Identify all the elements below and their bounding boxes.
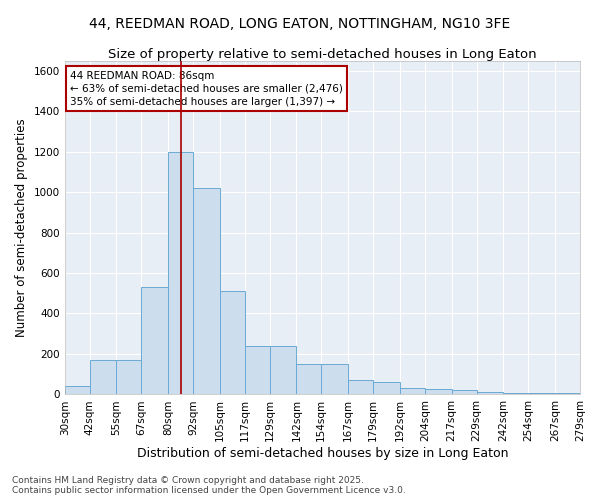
Bar [400,388,425,394]
Bar [141,287,168,395]
Bar [269,346,296,395]
Bar [321,364,348,394]
X-axis label: Distribution of semi-detached houses by size in Long Eaton: Distribution of semi-detached houses by … [137,447,508,460]
Bar [89,360,116,394]
Bar [65,386,89,394]
Bar [296,364,321,394]
Bar [476,392,503,394]
Bar [220,291,245,395]
Title: Size of property relative to semi-detached houses in Long Eaton: Size of property relative to semi-detach… [108,48,536,60]
Text: Contains HM Land Registry data © Crown copyright and database right 2025.
Contai: Contains HM Land Registry data © Crown c… [12,476,406,495]
Bar [425,390,452,394]
Bar [452,390,476,394]
Y-axis label: Number of semi-detached properties: Number of semi-detached properties [15,118,28,337]
Bar [373,382,400,394]
Bar [348,380,373,394]
Bar [116,360,141,394]
Bar [193,188,220,394]
Bar [168,152,193,394]
Text: 44, REEDMAN ROAD, LONG EATON, NOTTINGHAM, NG10 3FE: 44, REEDMAN ROAD, LONG EATON, NOTTINGHAM… [89,18,511,32]
Text: 44 REEDMAN ROAD: 86sqm
← 63% of semi-detached houses are smaller (2,476)
35% of : 44 REEDMAN ROAD: 86sqm ← 63% of semi-det… [70,70,343,107]
Bar [245,346,269,395]
